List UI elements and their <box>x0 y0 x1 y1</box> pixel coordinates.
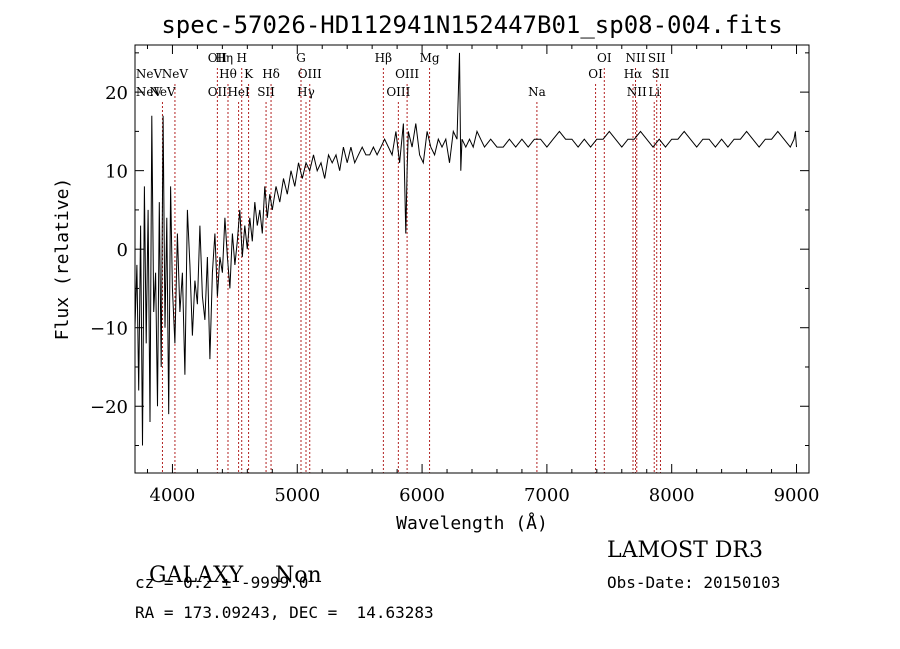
x-tick-label: 4000 <box>150 485 196 506</box>
object-class-value: GALAXY <box>149 563 244 588</box>
y-tick-label: 0 <box>117 240 128 261</box>
y-tick-label: 10 <box>105 162 128 183</box>
line-label: NeV <box>149 85 176 99</box>
line-label: SII <box>257 85 275 99</box>
x-tick-label: 8000 <box>649 485 695 506</box>
line-label: G <box>296 51 306 65</box>
line-label: Li <box>648 85 660 99</box>
line-label: NeV <box>136 85 163 99</box>
line-label: Hη <box>215 51 233 65</box>
object-class: GALAXY Non <box>135 538 322 588</box>
sky-coordinates: RA = 173.09243, DEC = 14.63283 <box>135 603 434 622</box>
y-tick-label: −10 <box>90 319 128 340</box>
x-tick-label: 9000 <box>774 485 820 506</box>
line-label: Na <box>528 85 546 99</box>
redshift-value: cz = 0.2 ± -9999.0 <box>135 573 309 592</box>
y-tick-label: 20 <box>105 83 128 104</box>
x-axis: 4000 5000 6000 7000 8000 9000 <box>146 45 820 506</box>
emission-line-markers <box>161 68 661 473</box>
line-label: OII <box>208 51 228 65</box>
line-label: Mg <box>420 51 440 65</box>
line-label: OII <box>208 85 228 99</box>
line-label: OIII <box>395 67 419 81</box>
line-label: NeV <box>136 67 163 81</box>
spectrum-line <box>134 52 797 446</box>
survey-name: LAMOST DR3 <box>607 538 763 563</box>
y-axis: −20 −10 0 10 20 <box>90 52 809 447</box>
line-label: Hα <box>624 67 643 81</box>
x-tick-label: 5000 <box>274 485 320 506</box>
x-axis-label: Wavelength (Å) <box>396 512 548 534</box>
line-label: NII <box>626 51 646 65</box>
observation-date: Obs-Date: 20150103 <box>607 573 781 592</box>
line-label: Hγ <box>297 85 315 99</box>
line-label: Hδ <box>262 67 280 81</box>
plot-frame <box>134 44 810 474</box>
line-label: SII <box>652 67 670 81</box>
line-label: NeV <box>162 67 189 81</box>
line-label: Hθ <box>219 67 237 81</box>
y-tick-label: −20 <box>90 397 128 418</box>
line-label: Hβ <box>375 51 392 65</box>
line-label: OI <box>588 67 603 81</box>
line-label: OIII <box>386 85 410 99</box>
x-tick-label: 7000 <box>524 485 570 506</box>
chart-title: spec-57026-HD112941N152447B01_sp08-004.f… <box>161 11 782 39</box>
y-axis-label: Flux (relative) <box>52 178 73 341</box>
object-subclass: Non <box>275 563 322 588</box>
x-tick-label: 6000 <box>399 485 445 506</box>
line-label: OIII <box>298 67 322 81</box>
line-label: SII <box>648 51 666 65</box>
line-label: OI <box>597 51 612 65</box>
line-label: NII <box>627 85 647 99</box>
line-label: HeI <box>227 85 250 99</box>
line-label: K <box>244 67 254 81</box>
line-label: H <box>236 51 246 65</box>
